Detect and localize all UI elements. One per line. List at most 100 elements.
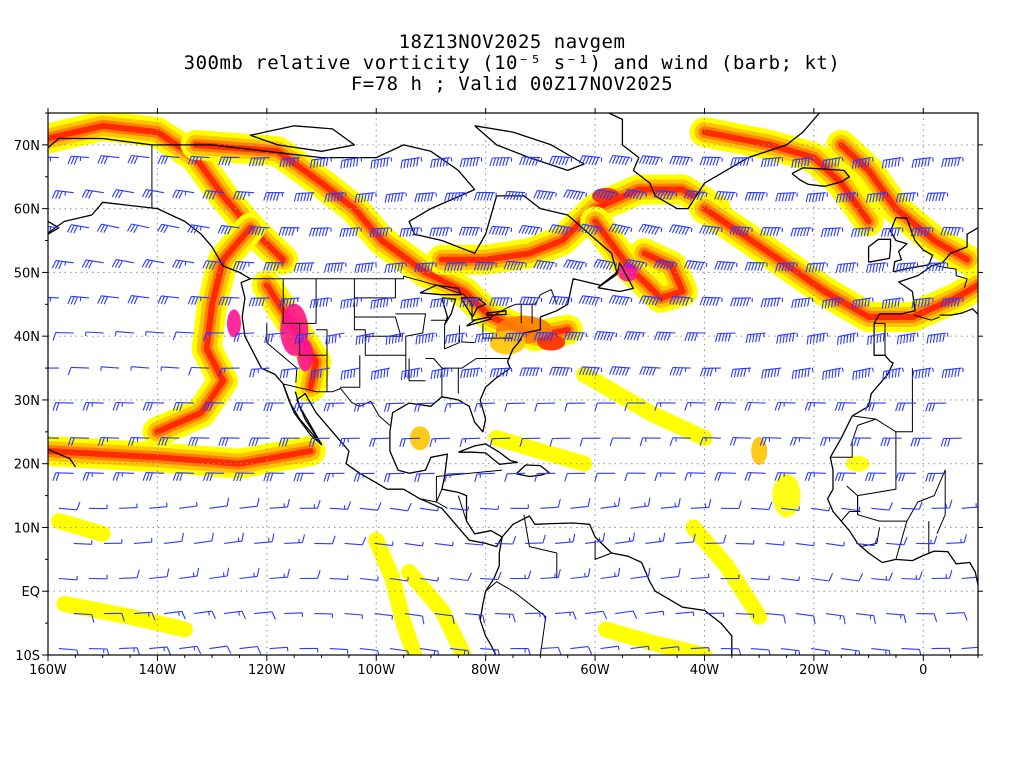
wind-barb [400,157,423,169]
wind-barb [188,437,210,446]
x-tick-label: 40W [690,663,720,678]
wind-barb [690,647,710,652]
wind-barb [133,611,156,621]
wind-barb [142,472,165,481]
vorticity-tropical-band [488,430,593,472]
wind-barb [88,648,110,655]
wind-barb [370,297,393,309]
title-block: 18Z13NOV2025 navgem 300mb relative vorti… [0,32,1024,95]
wind-barb [881,297,904,309]
wind-barb [188,366,210,376]
wind-barb [157,295,180,305]
x-tick-label: 0 [919,663,927,678]
wind-barb [384,192,407,203]
wind-barb [524,612,547,622]
wind-barb [354,192,377,203]
wind-barb [555,533,576,544]
wind-barb [744,262,768,271]
wind-barb [654,472,676,482]
wind-barb [789,437,812,446]
wind-barb [323,472,345,482]
wind-barb [389,502,412,512]
wind-barb [119,503,138,509]
wind-barb [714,401,736,411]
wind-barb [383,472,405,483]
wind-barb [855,537,878,547]
wind-barb [822,367,844,380]
wind-barb [684,332,706,342]
political-border [425,358,511,369]
wind-barb [600,567,621,580]
wind-barb [821,297,844,309]
wind-barb [811,648,831,655]
wind-barb [593,189,618,201]
wind-barb [540,569,561,580]
political-border [419,469,503,503]
wind-barb [578,155,603,166]
political-border [408,358,426,382]
wind-barb [52,332,74,341]
wind-barb [600,497,621,509]
wind-barb [683,190,708,201]
wind-barb [910,227,934,237]
wind-barb [179,501,198,509]
wind-barb [744,401,766,411]
y-tick-label: 40N [14,330,40,345]
wind-barb [284,534,306,544]
wind-barb [774,472,796,481]
wind-barb [668,224,693,236]
wind-barb [112,401,134,411]
wind-barb [489,367,513,378]
title-line-2: 300mb relative vorticity (10⁻⁵ s⁻¹) and … [183,52,841,74]
wind-barb [263,262,285,271]
wind-barb [233,402,255,412]
wind-barb [804,402,826,411]
wind-barb [775,192,798,202]
wind-barb [519,367,543,377]
wind-barb [623,331,646,341]
wind-barb [202,402,225,411]
wind-barb [503,190,527,201]
jet-atlantic-loop [580,206,698,313]
wind-barb [459,157,483,168]
wind-barb [309,297,332,309]
wind-barb [354,262,377,273]
y-tick-label: EQ [22,585,40,600]
wind-barb [639,437,661,447]
wind-barb [172,331,195,341]
wind-barb [329,648,349,654]
wind-barb [48,367,59,369]
wind-barb [895,472,917,482]
wind-barb [504,402,526,412]
wind-barb [940,437,962,447]
wind-barb [103,539,123,544]
wind-barb [615,610,638,619]
x-tick-label: 80W [471,663,501,678]
wind-barb [414,262,437,273]
wind-barb [133,538,153,544]
wind-barb [88,504,108,510]
wind-barb [67,224,90,234]
wind-barb [294,332,315,344]
wind-barb [299,647,319,653]
wind-barb [540,646,562,655]
wind-barb [811,506,831,512]
wind-barb [324,262,347,273]
wind-barb [638,223,663,235]
wind-barb [233,332,255,342]
wind-barb [299,570,321,580]
coast-arctic-islands [249,125,356,152]
wind-barb [534,472,556,482]
political-border [913,314,940,321]
wind-barb [218,367,240,377]
great-lake [441,297,457,326]
wind-barb [73,613,95,623]
wind-barb [791,367,814,380]
wind-barb [163,533,184,544]
wind-barb [473,191,497,201]
wind-barb [67,437,90,446]
x-tick-label: 140W [139,663,177,678]
wind-barb [344,613,363,620]
wind-barb [369,227,392,238]
vorticity-max [772,473,801,518]
